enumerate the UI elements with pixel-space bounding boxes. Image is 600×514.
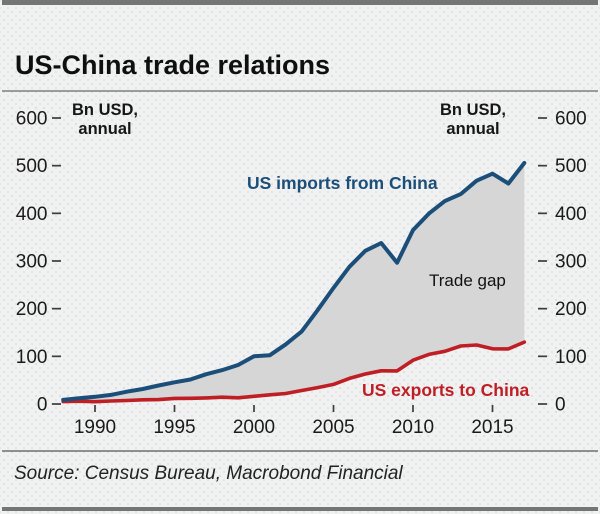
page-title: US-China trade relations [15, 50, 331, 81]
x-tick-label: 2000 [233, 417, 275, 438]
x-tick-label: 1990 [74, 417, 116, 438]
x-tick-label: 2010 [392, 417, 434, 438]
title-divider [2, 90, 598, 92]
y-tick-label-right: 600 [555, 109, 587, 130]
footer-divider [2, 450, 598, 452]
y-tick-label-right: 100 [555, 347, 587, 368]
y-tick-label-left: 0 [37, 395, 48, 416]
y-tick-label-left: 100 [16, 347, 48, 368]
y-tick-label-right: 300 [555, 252, 587, 273]
bottom-divider-bar [2, 507, 598, 511]
y-tick-label-right: 200 [555, 299, 587, 320]
y-axis-unit-line1: Bn USD, [440, 101, 506, 119]
x-tick-label: 2015 [471, 417, 513, 438]
y-tick-label-left: 500 [16, 156, 48, 177]
top-divider-bar [2, 0, 598, 5]
trade-gap-label: Trade gap [429, 271, 506, 290]
y-axis-unit-label-left: Bn USD, annual [63, 101, 147, 140]
x-tick-label: 1995 [153, 417, 195, 438]
y-tick-label-right: 400 [555, 204, 587, 225]
y-tick-label-left: 300 [16, 252, 48, 273]
y-axis-unit-line1: Bn USD, [72, 101, 138, 119]
y-axis-unit-line2: annual [446, 120, 500, 139]
y-tick-label-left: 600 [16, 109, 48, 130]
y-tick-label-right: 500 [555, 156, 587, 177]
series-label-imports: US imports from China [247, 173, 438, 193]
series-label-exports: US exports to China [362, 380, 530, 400]
y-axis-unit-label-right: Bn USD, annual [431, 101, 515, 140]
y-axis-unit-line2: annual [78, 120, 132, 139]
y-tick-label-left: 400 [16, 204, 48, 225]
x-tick-label: 2005 [312, 417, 354, 438]
source-attribution: Source: Census Bureau, Macrobond Financi… [14, 463, 403, 484]
y-tick-label-left: 200 [16, 299, 48, 320]
y-tick-label-right: 0 [555, 395, 566, 416]
